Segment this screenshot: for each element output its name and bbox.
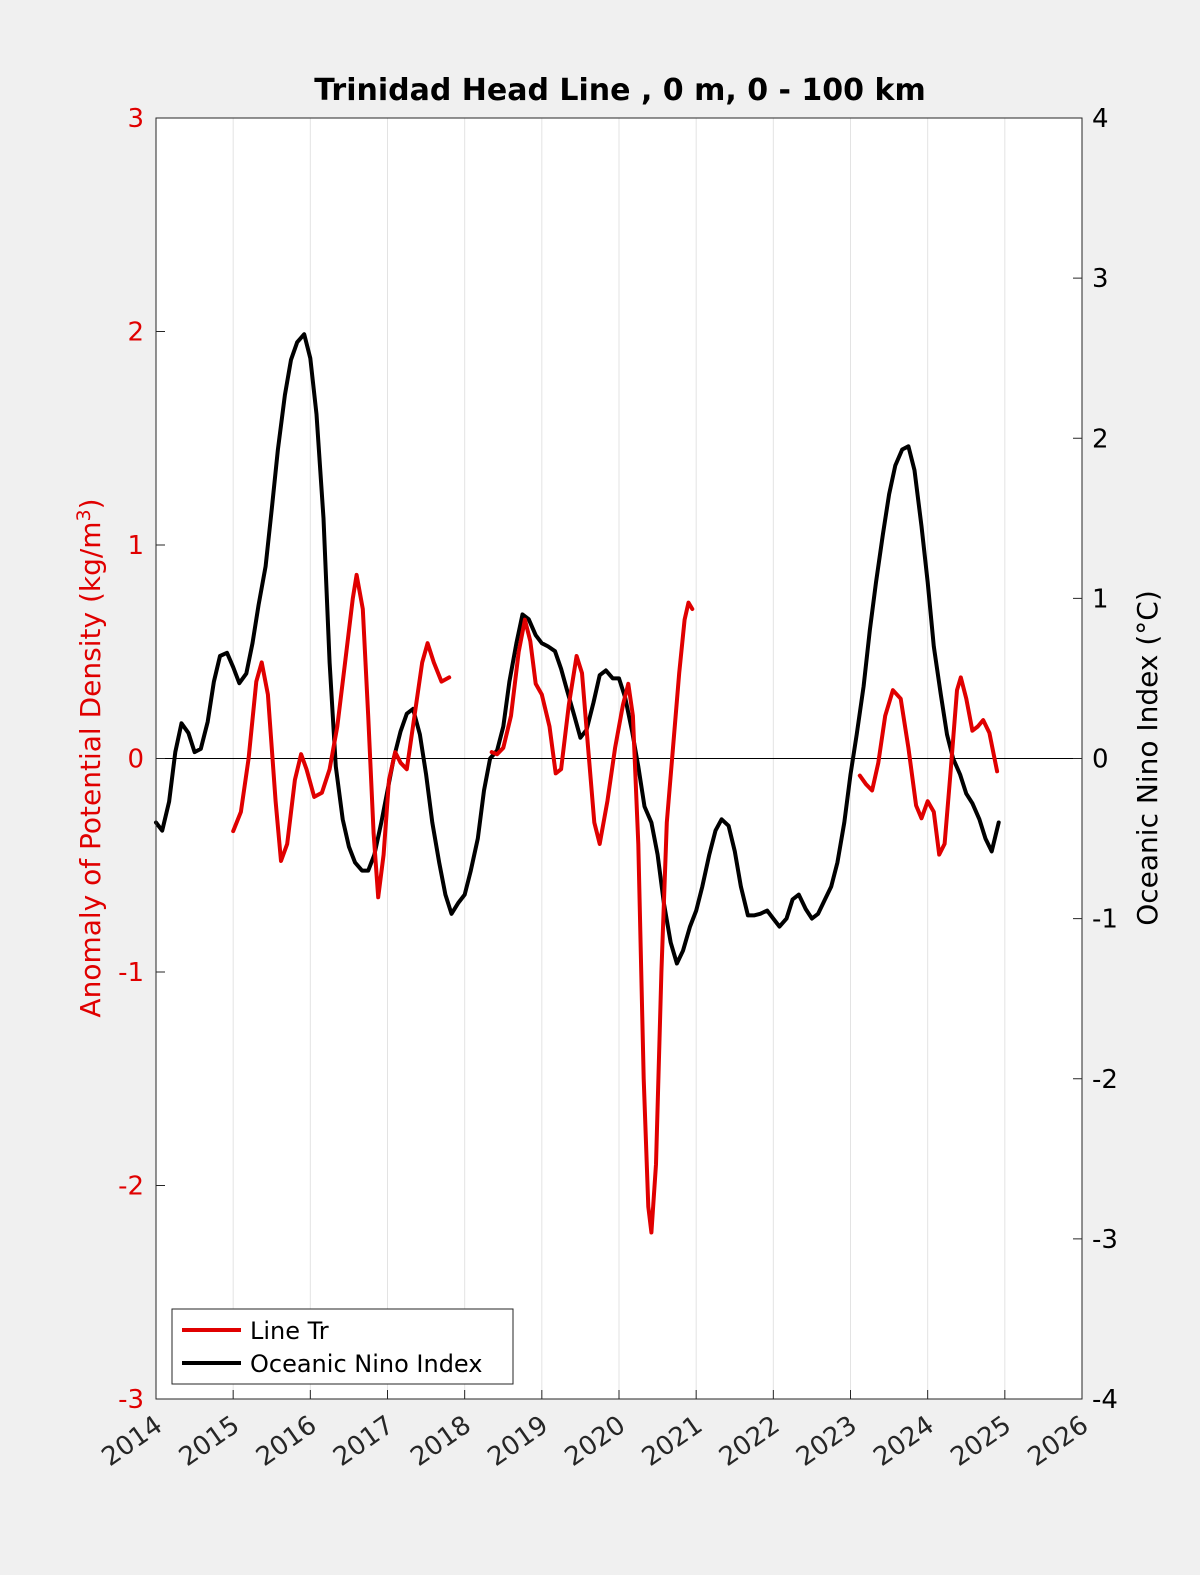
- y-left-tick-label--2: -2: [118, 1172, 144, 1202]
- y-axis-left-label: Anomaly of Potential Density (kg/m3): [73, 498, 107, 1017]
- y-axis-left-label-text: Anomaly of Potential Density (kg/m: [74, 521, 107, 1017]
- y-axis-right-label: Oceanic Nino Index (°C): [1131, 590, 1164, 926]
- legend-label-oceanic-nino-index: Oceanic Nino Index: [250, 1350, 482, 1378]
- legend-label-line-tr: Line Tr: [250, 1317, 329, 1345]
- y-left-tick-label-3: 3: [127, 104, 144, 134]
- chart-title: Trinidad Head Line , 0 m, 0 - 100 km: [314, 73, 925, 108]
- y-right-tick-label--3: -3: [1092, 1225, 1118, 1255]
- y-left-tick-label--1: -1: [118, 958, 144, 988]
- y-right-tick-label--4: -4: [1092, 1385, 1118, 1415]
- y-right-tick-label-1: 1: [1092, 584, 1109, 614]
- series-line-tr-line-1: [489, 600, 695, 1235]
- series-oceanic-nino-index-line-0: [154, 332, 1001, 966]
- y-right-tick-label--2: -2: [1092, 1065, 1118, 1095]
- series-layer: [154, 332, 1001, 1235]
- y-right-tick-label-2: 2: [1092, 424, 1109, 454]
- y-left-tick-label-0: 0: [127, 745, 144, 775]
- y-left-tick-label-1: 1: [127, 531, 144, 561]
- y-left-tick-label-2: 2: [127, 318, 144, 348]
- y-left-tick-label--3: -3: [118, 1385, 144, 1415]
- y-axis-left-label-close: ): [74, 498, 107, 509]
- y-right-tick-label-4: 4: [1092, 104, 1109, 134]
- legend-box: [171, 1308, 514, 1385]
- y-right-tick-label-3: 3: [1092, 264, 1109, 294]
- y-axis-left-label-superscript: 3: [73, 509, 95, 521]
- y-right-tick-label--1: -1: [1092, 905, 1118, 935]
- y-right-tick-label-0: 0: [1092, 745, 1109, 775]
- series-line-tr-line-2: [857, 675, 1000, 857]
- legend: Line Tr Oceanic Nino Index: [171, 1308, 514, 1385]
- series-line-tr-line-0: [231, 572, 452, 900]
